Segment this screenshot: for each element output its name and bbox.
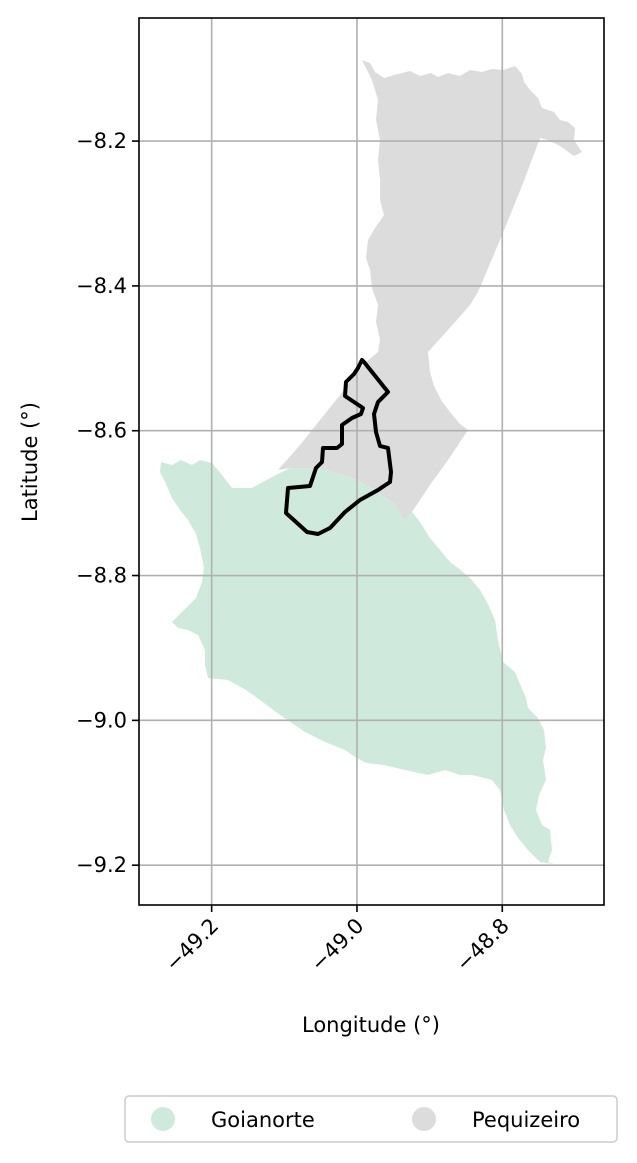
map-regions [160, 60, 582, 864]
y-tick-label: −9.2 [76, 853, 127, 877]
legend-label-pequizeiro: Pequizeiro [472, 1108, 580, 1132]
y-tick-label: −8.2 [76, 129, 127, 153]
y-tick-label: −8.4 [76, 274, 127, 298]
y-axis-ticks: −8.2 −8.4 −8.6 −8.8 −9.0 −9.2 [76, 129, 139, 877]
y-tick-label: −8.6 [76, 419, 127, 443]
x-tick-label: −48.8 [451, 914, 513, 976]
y-tick-label: −8.8 [76, 564, 127, 588]
highlight-outline [284, 358, 393, 536]
axes-frame [138, 17, 605, 906]
legend-marker-goianorte [151, 1107, 175, 1131]
legend-marker-pequizeiro [412, 1107, 436, 1131]
legend-label-goianorte: Goianorte [211, 1108, 315, 1132]
y-tick-label: −9.0 [76, 708, 127, 732]
y-axis-title: Latitude (°) [18, 402, 42, 522]
legend: Goianorte Pequizeiro [124, 1095, 618, 1143]
x-axis-title: Longitude (°) [302, 1013, 440, 1037]
x-axis-ticks: −49.2 −49.0 −48.8 [161, 905, 514, 976]
region-pequizeiro [278, 60, 582, 520]
gridlines [139, 18, 604, 905]
legend-frame [124, 1095, 618, 1143]
x-tick-label: −49.0 [306, 914, 368, 976]
x-tick-label: −49.2 [161, 914, 223, 976]
